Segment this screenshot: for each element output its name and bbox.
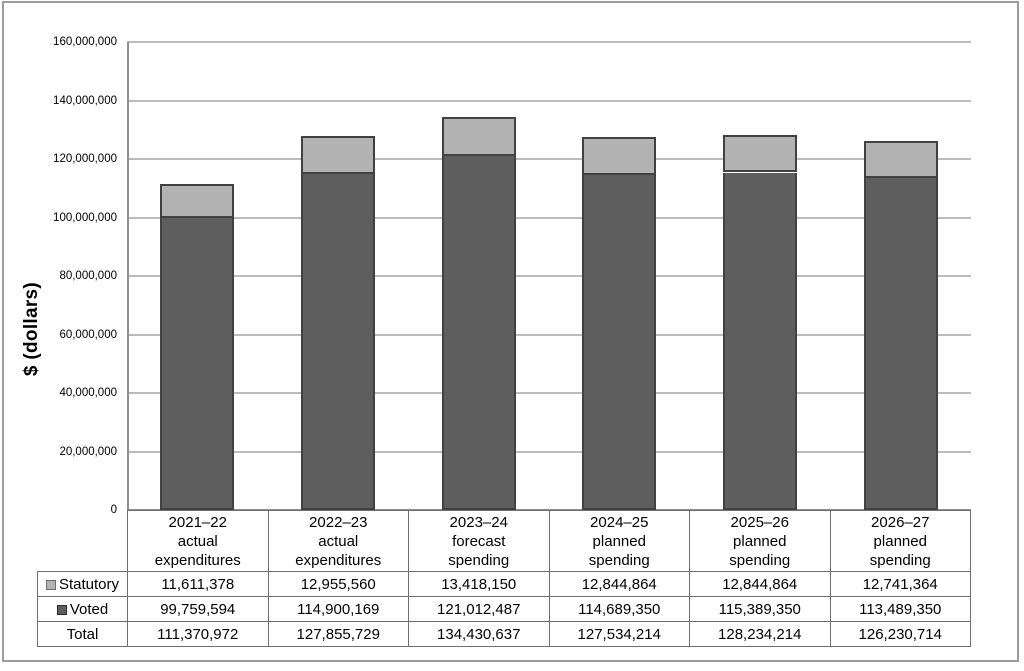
voted-legend-swatch-icon <box>56 604 67 615</box>
row-label-text: Statutory <box>58 575 120 593</box>
column-header: 2022–23 actual expenditures <box>267 510 409 572</box>
y-axis-line <box>127 42 129 510</box>
table-cell: 99,759,594 <box>127 596 269 622</box>
y-axis-title: $ (dollars) <box>21 281 42 377</box>
table-cell: 13,418,150 <box>408 571 550 597</box>
bar-statutory-2 <box>441 116 516 156</box>
y-axis-tick-label: 40,000,000 <box>59 387 117 399</box>
gridline <box>127 450 971 453</box>
y-axis-tick-label: 0 <box>110 504 117 516</box>
table-cell: 115,389,350 <box>689 596 831 622</box>
y-axis-tick-label: 20,000,000 <box>59 445 117 458</box>
y-axis-tick-label: 160,000,000 <box>53 36 117 48</box>
bar-voted-0 <box>160 218 235 510</box>
column-header: 2025–26 planned spending <box>689 510 831 572</box>
table-corner-cell <box>38 511 128 572</box>
table-cell: 127,534,214 <box>548 621 690 647</box>
table-cell: 114,900,169 <box>267 596 409 622</box>
y-axis-tick-label: 140,000,000 <box>53 94 117 107</box>
bar-statutory-0 <box>160 184 235 219</box>
bar-statutory-5 <box>863 140 938 179</box>
gridline <box>127 216 971 219</box>
statutory-legend-swatch-icon <box>45 579 56 590</box>
bar-voted-5 <box>863 178 938 510</box>
table-cell: 111,370,972 <box>127 621 269 647</box>
table-cell: 12,955,560 <box>267 571 409 597</box>
table-cell: 114,689,350 <box>548 596 690 622</box>
gridline <box>127 41 971 43</box>
table-cell: 11,611,378 <box>127 571 269 597</box>
table-cell: 113,489,350 <box>829 596 971 622</box>
bar-voted-3 <box>582 174 657 510</box>
gridline <box>127 275 971 277</box>
y-axis-tick-label: 80,000,000 <box>59 270 117 282</box>
row-label-total: Total <box>37 621 128 647</box>
table-cell: 12,741,364 <box>829 571 971 597</box>
table-cell: 12,844,864 <box>548 571 690 597</box>
row-label-voted: Voted <box>37 596 128 622</box>
bar-voted-2 <box>441 156 516 510</box>
table-cell: 128,234,214 <box>689 621 831 647</box>
column-header: 2023–24 forecast spending <box>408 510 550 572</box>
gridline <box>127 333 971 336</box>
table-cell: 121,012,487 <box>408 596 550 622</box>
table-cell: 134,430,637 <box>408 621 550 647</box>
table-row-voted: Voted 99,759,594 114,900,169 121,012,487… <box>37 596 971 622</box>
table-row-total: Total 111,370,972 127,855,729 134,430,63… <box>37 621 971 647</box>
table-cell: 126,230,714 <box>829 621 971 647</box>
spending-data-table: 2021–22 actual expenditures 2022–23 actu… <box>37 510 971 647</box>
table-row-statutory: Statutory 11,611,378 12,955,560 13,418,1… <box>37 571 971 597</box>
table-header-row: 2021–22 actual expenditures 2022–23 actu… <box>38 510 971 572</box>
row-label-text: Voted <box>69 600 109 618</box>
gridline <box>127 158 971 160</box>
row-label-statutory: Statutory <box>37 571 128 597</box>
y-axis-tick-label: 100,000,000 <box>53 211 117 224</box>
table-cell: 127,855,729 <box>267 621 409 647</box>
bar-statutory-4 <box>723 134 797 173</box>
gridline <box>127 392 971 394</box>
bar-statutory-3 <box>582 137 657 175</box>
table-cell: 12,844,864 <box>689 571 831 597</box>
y-axis-tick-label: 120,000,000 <box>53 153 117 165</box>
bar-statutory-1 <box>301 136 375 174</box>
bar-voted-1 <box>301 173 375 510</box>
column-header: 2024–25 planned spending <box>548 510 690 572</box>
gridline <box>127 99 971 102</box>
y-axis-tick-label: 60,000,000 <box>59 328 117 341</box>
bar-voted-4 <box>723 172 797 510</box>
column-header: 2026–27 planned spending <box>829 510 971 572</box>
column-header: 2021–22 actual expenditures <box>127 510 269 572</box>
